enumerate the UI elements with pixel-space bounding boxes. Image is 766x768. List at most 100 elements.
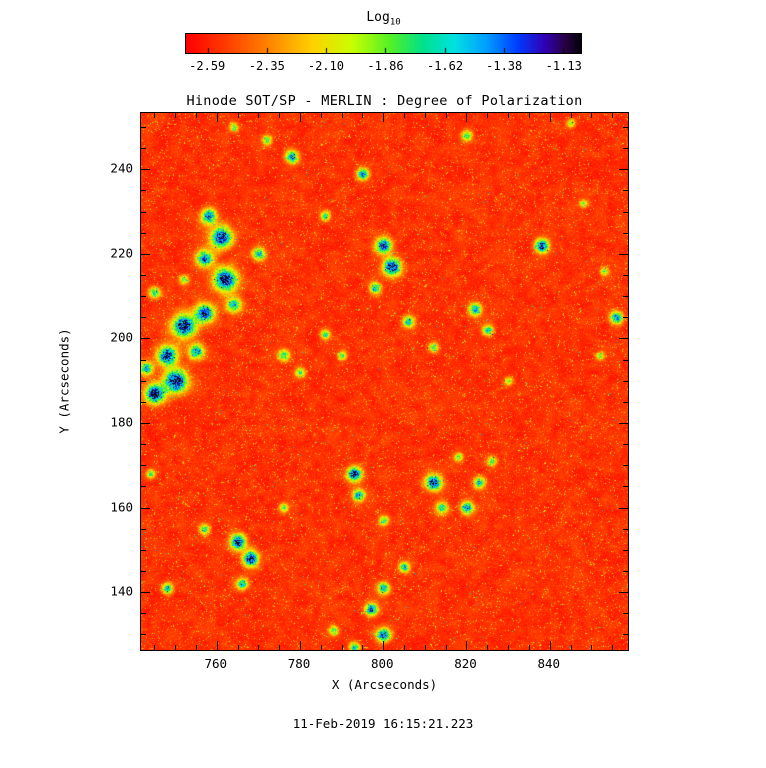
axis-tick — [141, 508, 150, 509]
axis-tick — [383, 113, 384, 122]
axis-tick — [466, 641, 467, 650]
axis-tick — [623, 571, 628, 572]
axis-tick — [404, 113, 405, 118]
axis-tick — [425, 113, 426, 118]
axis-tick — [217, 641, 218, 650]
colorbar-tick-label: -2.59 — [189, 59, 226, 73]
axis-tick — [141, 148, 146, 149]
axis-tick — [196, 645, 197, 650]
axis-tick — [623, 275, 628, 276]
axis-tick — [383, 641, 384, 650]
axis-tick — [300, 113, 301, 122]
colorbar-tick-label: -2.10 — [307, 59, 344, 73]
x-tick-label: 760 — [204, 656, 228, 671]
axis-tick — [141, 402, 146, 403]
axis-tick — [175, 645, 176, 650]
axis-tick — [141, 571, 146, 572]
axis-tick — [141, 190, 146, 191]
axis-tick — [623, 233, 628, 234]
x-axis-label: X (Arcseconds) — [331, 677, 438, 692]
axis-tick — [141, 486, 146, 487]
axis-tick — [141, 381, 146, 382]
axis-tick — [591, 113, 592, 118]
axis-tick — [623, 550, 628, 551]
axis-tick — [141, 212, 146, 213]
axis-tick — [141, 444, 146, 445]
axis-tick — [619, 508, 628, 509]
axis-tick — [623, 190, 628, 191]
axis-tick — [623, 212, 628, 213]
y-tick-label: 220 — [110, 245, 133, 261]
x-tick-label: 800 — [370, 656, 394, 671]
axis-tick — [466, 113, 467, 122]
heatmap-canvas — [141, 113, 628, 650]
axis-tick — [571, 113, 572, 118]
axis-tick — [508, 645, 509, 650]
axis-tick — [529, 645, 530, 650]
axis-tick — [321, 113, 322, 118]
axis-tick — [619, 338, 628, 339]
axis-tick — [623, 317, 628, 318]
axis-tick — [342, 113, 343, 118]
colorbar-title-text: Log — [366, 10, 390, 25]
axis-tick — [141, 275, 146, 276]
axis-tick — [623, 529, 628, 530]
axis-tick — [141, 465, 146, 466]
x-tick-label: 820 — [454, 656, 477, 671]
axis-tick — [342, 645, 343, 650]
axis-tick — [175, 113, 176, 118]
axis-tick — [623, 444, 628, 445]
axis-tick — [238, 113, 239, 118]
y-tick-label: 160 — [110, 499, 133, 514]
axis-tick — [238, 645, 239, 650]
axis-tick — [279, 645, 280, 650]
axis-tick — [217, 113, 218, 122]
colorbar-gradient — [185, 33, 582, 54]
colorbar-title-subscript: 10 — [389, 17, 401, 28]
axis-tick — [141, 254, 150, 255]
axis-tick — [362, 113, 363, 118]
axis-tick — [258, 645, 259, 650]
axis-tick — [196, 113, 197, 118]
axis-tick — [550, 113, 551, 122]
axis-tick — [619, 169, 628, 170]
axis-tick — [141, 550, 146, 551]
axis-tick — [623, 360, 628, 361]
axis-tick — [623, 486, 628, 487]
timestamp: 11-Feb-2019 16:15:21.223 — [292, 716, 474, 731]
axis-tick — [141, 338, 150, 339]
axis-tick — [623, 402, 628, 403]
axis-tick — [154, 645, 155, 650]
axis-tick — [623, 381, 628, 382]
axis-tick — [425, 645, 426, 650]
axis-tick — [612, 645, 613, 650]
colorbar-tick-label: -1.86 — [367, 59, 404, 73]
axis-tick — [404, 645, 405, 650]
axis-tick — [623, 148, 628, 149]
axis-tick — [571, 645, 572, 650]
axis-tick — [623, 634, 628, 635]
axis-tick — [141, 233, 146, 234]
axis-tick — [141, 529, 146, 530]
y-tick-label: 240 — [110, 160, 133, 176]
axis-tick — [619, 254, 628, 255]
axis-tick — [300, 641, 301, 650]
y-axis-label: Y (Arcseconds) — [56, 328, 72, 434]
axis-tick — [508, 113, 509, 118]
axis-tick — [487, 645, 488, 650]
axis-tick — [619, 423, 628, 424]
axis-tick — [623, 613, 628, 614]
axis-tick — [141, 317, 146, 318]
colorbar-tick-label: -1.62 — [426, 59, 464, 73]
axis-tick — [258, 113, 259, 118]
y-tick-label: 180 — [110, 414, 133, 430]
axis-tick — [141, 360, 146, 361]
x-tick-label: 840 — [537, 656, 561, 671]
axis-tick — [141, 634, 146, 635]
axis-tick — [623, 296, 628, 297]
axis-tick — [141, 613, 146, 614]
plot-title: Hinode SOT/SP - MERLIN : Degree of Polar… — [186, 93, 583, 109]
axis-tick — [279, 113, 280, 118]
plot-area — [140, 112, 629, 651]
